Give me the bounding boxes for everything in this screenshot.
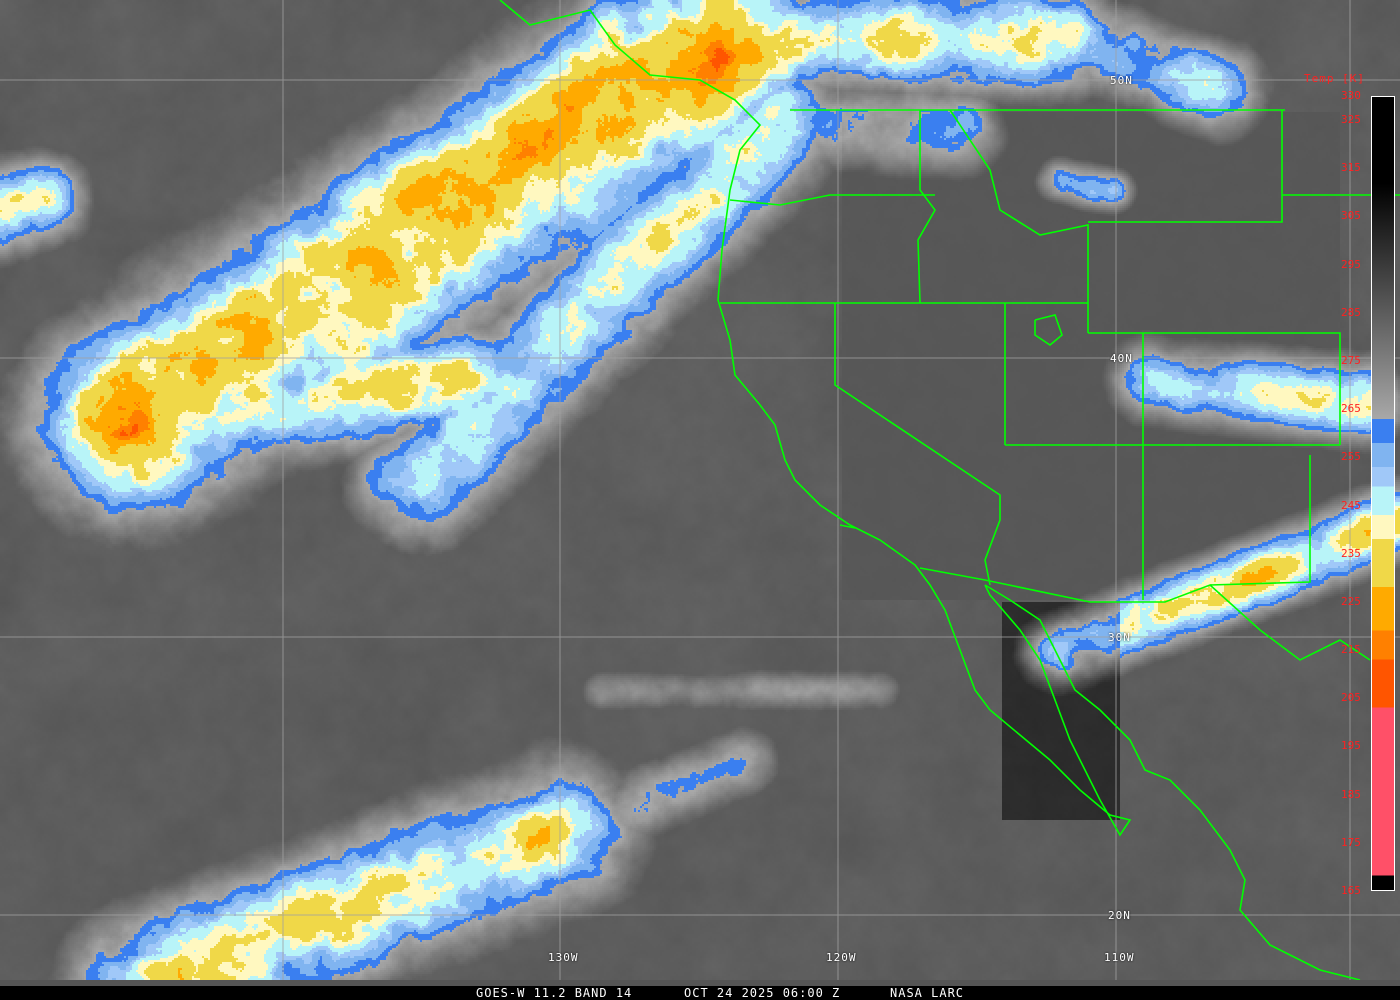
lat-label-30n: 30N bbox=[1108, 631, 1131, 644]
colorbar-tick-label: 305 bbox=[1341, 209, 1361, 223]
colorbar-tick-label: 205 bbox=[1341, 691, 1361, 705]
colorbar-tick-label: 245 bbox=[1341, 498, 1361, 512]
mt-wy-border bbox=[1088, 110, 1283, 223]
mainland-mexico-coast bbox=[984, 584, 1361, 980]
colorbar-tick-label: 235 bbox=[1341, 546, 1361, 560]
colorbar-tick-label: 165 bbox=[1341, 884, 1361, 897]
colorbar-tick-label: 175 bbox=[1341, 835, 1361, 849]
caption-satellite-band: GOES-W 11.2 BAND 14 bbox=[476, 986, 633, 1000]
wy-co-border bbox=[1088, 332, 1341, 445]
colorbar-tick-label: 265 bbox=[1341, 402, 1361, 416]
colorbar-tick-label: 315 bbox=[1341, 161, 1361, 175]
lon-label-120w: 120W bbox=[826, 951, 857, 964]
lat-label-50n: 50N bbox=[1110, 74, 1133, 87]
temperature-colorbar bbox=[1371, 96, 1395, 891]
image-caption-bar: GOES-W 11.2 BAND 14 OCT 24 2025 06:00 Z … bbox=[0, 986, 1400, 1000]
caption-datetime: OCT 24 2025 06:00 Z bbox=[684, 986, 841, 1000]
id-west-border bbox=[917, 110, 936, 304]
colorbar-tick-label: 225 bbox=[1341, 594, 1361, 608]
colorbar-tick-label: 285 bbox=[1341, 305, 1361, 319]
great-salt-lake bbox=[1034, 314, 1063, 346]
political-borders bbox=[499, 0, 1400, 980]
colorbar-tick-label: 255 bbox=[1341, 450, 1361, 464]
caption-source: NASA LARC bbox=[890, 986, 965, 1000]
wa-or-border bbox=[729, 194, 935, 206]
colorbar-tick-label: 295 bbox=[1341, 257, 1361, 271]
lat-label-40n: 40N bbox=[1110, 352, 1133, 365]
colorbar-tick-label: 215 bbox=[1341, 643, 1361, 657]
id-mt-border bbox=[949, 109, 1089, 333]
lon-label-130w: 130W bbox=[548, 951, 579, 964]
colorbar-tick-label: 275 bbox=[1341, 354, 1361, 367]
channel-islands bbox=[839, 524, 856, 529]
pacific-coastline bbox=[499, 0, 1132, 837]
ca-nv-border bbox=[834, 303, 1001, 586]
lat-label-20n: 20N bbox=[1108, 909, 1131, 922]
colorbar-tick-label: 325 bbox=[1341, 113, 1361, 127]
lon-label-110w: 110W bbox=[1104, 951, 1135, 964]
colorbar-tick-label: 195 bbox=[1341, 739, 1361, 753]
legend-title: Temp [K] bbox=[1304, 72, 1365, 85]
colorbar-tick-label: 185 bbox=[1341, 787, 1361, 801]
colorbar-tick-label: 330 bbox=[1341, 89, 1361, 102]
us-mexico-border bbox=[919, 455, 1311, 603]
tx-border bbox=[1209, 584, 1371, 661]
